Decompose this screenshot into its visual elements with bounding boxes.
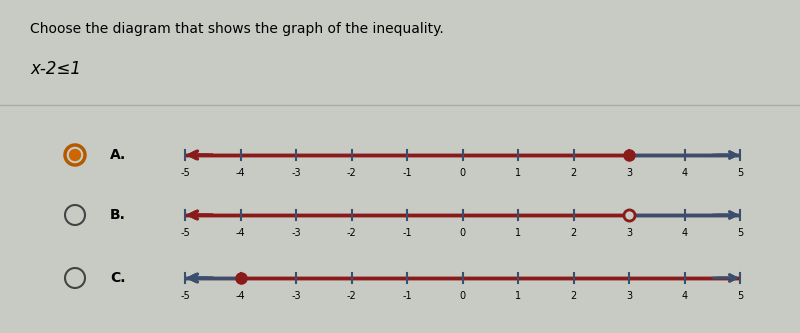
Text: C.: C.: [110, 271, 126, 285]
Text: -1: -1: [402, 168, 412, 178]
Text: 2: 2: [570, 168, 577, 178]
Text: 4: 4: [682, 228, 687, 238]
Text: 4: 4: [682, 291, 687, 301]
Text: 0: 0: [459, 228, 466, 238]
Text: 2: 2: [570, 228, 577, 238]
Text: -3: -3: [291, 228, 301, 238]
Circle shape: [70, 150, 81, 161]
Text: 1: 1: [515, 291, 521, 301]
Text: 3: 3: [626, 168, 632, 178]
Text: 5: 5: [737, 168, 743, 178]
Text: 1: 1: [515, 228, 521, 238]
Text: 4: 4: [682, 168, 687, 178]
Text: -4: -4: [236, 228, 246, 238]
Text: x-2≤1: x-2≤1: [30, 60, 81, 78]
Text: -4: -4: [236, 291, 246, 301]
Text: -5: -5: [180, 228, 190, 238]
Text: 5: 5: [737, 228, 743, 238]
Text: B.: B.: [110, 208, 126, 222]
Text: 0: 0: [459, 291, 466, 301]
Text: 3: 3: [626, 228, 632, 238]
Text: -5: -5: [180, 291, 190, 301]
Text: -4: -4: [236, 168, 246, 178]
Text: 5: 5: [737, 291, 743, 301]
Text: 1: 1: [515, 168, 521, 178]
Text: -1: -1: [402, 291, 412, 301]
Text: -5: -5: [180, 168, 190, 178]
Text: 3: 3: [626, 291, 632, 301]
Text: -3: -3: [291, 168, 301, 178]
Text: -2: -2: [346, 228, 356, 238]
Text: -1: -1: [402, 228, 412, 238]
Text: A.: A.: [110, 148, 126, 162]
Text: Choose the diagram that shows the graph of the inequality.: Choose the diagram that shows the graph …: [30, 22, 444, 36]
Text: 0: 0: [459, 168, 466, 178]
Text: -2: -2: [346, 291, 356, 301]
Text: -3: -3: [291, 291, 301, 301]
Text: -2: -2: [346, 168, 356, 178]
Text: 2: 2: [570, 291, 577, 301]
